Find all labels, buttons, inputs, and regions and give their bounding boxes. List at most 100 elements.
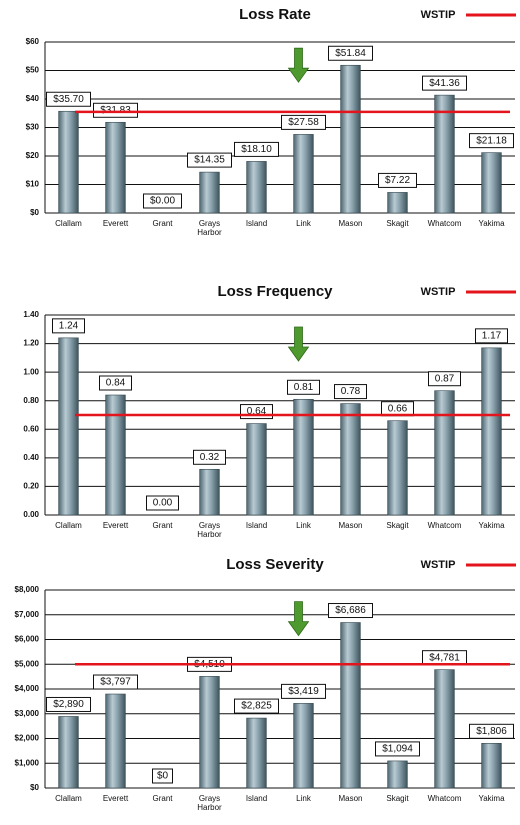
chart: Loss Severity WSTIP $0 $1,000 $2,000 $3,000 $4…: [15, 556, 516, 812]
bar: [58, 110, 79, 214]
x-tick-label: Clallam: [55, 521, 82, 530]
legend-label: WSTIP: [421, 559, 456, 571]
x-tick-label: Mason: [338, 794, 362, 803]
bar: [434, 669, 455, 789]
y-tick-label: $0: [30, 208, 39, 217]
bar: [481, 347, 502, 516]
x-tick-label-line: Harbor: [197, 803, 222, 812]
x-tick-label: Grant: [152, 219, 173, 228]
y-tick-label: 0.40: [23, 453, 39, 462]
value-label-box: [152, 768, 173, 784]
y-tick-label: $6,000: [15, 635, 40, 644]
value-label: $7.22: [385, 175, 410, 186]
x-tick-label: Whatcom: [428, 794, 462, 803]
y-tick-label: $60: [26, 37, 40, 46]
value-label: $18.10: [241, 144, 272, 155]
bar: [340, 622, 361, 789]
value-label-box: [328, 603, 373, 619]
arrow: [287, 601, 310, 637]
value-label: 0.32: [200, 452, 220, 463]
value-label: $1,094: [382, 744, 413, 755]
y-tick-label: $7,000: [15, 610, 40, 619]
y-tick-label: 0.80: [23, 396, 39, 405]
value-label-box: [93, 674, 138, 690]
bar: [387, 420, 408, 516]
y-tick-label: 1.40: [23, 310, 39, 319]
chart-title: Loss Frequency: [217, 283, 333, 300]
x-tick-label: Whatcom: [428, 521, 462, 530]
value-label-box: [46, 91, 91, 107]
value-label-box: [234, 141, 279, 157]
y-tick-label: 0.60: [23, 424, 39, 433]
bar: [246, 423, 267, 516]
value-label: $41.36: [429, 78, 460, 89]
chart: Loss Frequency WSTIP 0.00 0.20 0.40 0.60 0.80 1…: [23, 283, 516, 539]
value-label: $6,686: [335, 605, 366, 616]
y-tick-label: $5,000: [15, 659, 40, 668]
bar: [246, 717, 267, 789]
bar: [58, 716, 79, 789]
x-tick-label-line: Harbor: [197, 530, 222, 539]
x-tick-label: Link: [296, 219, 312, 228]
value-label: 1.17: [482, 330, 502, 341]
arrow: [287, 47, 310, 83]
bar: [387, 760, 408, 789]
bar: [434, 390, 455, 516]
x-tick-label: Mason: [338, 219, 362, 228]
value-label: $2,890: [53, 699, 84, 710]
value-label-box: [146, 495, 179, 511]
bar: [105, 394, 126, 516]
value-label: $51.84: [335, 48, 366, 59]
y-tick-label: $50: [26, 66, 40, 75]
x-tick-label-line: Harbor: [197, 228, 222, 237]
y-tick-label: $3,000: [15, 709, 40, 718]
x-tick-label: Grant: [152, 521, 173, 530]
y-tick-label: $1,000: [15, 758, 40, 767]
x-tick-label: Yakima: [478, 219, 505, 228]
bar: [246, 161, 267, 214]
bar: [434, 94, 455, 214]
x-tick-label: Skagit: [386, 521, 409, 530]
x-tick-label: Grant: [152, 794, 173, 803]
value-label: 0.84: [106, 378, 126, 389]
value-label-box: [428, 371, 461, 387]
arrow: [287, 326, 310, 362]
x-tick-label-line: Grays: [199, 794, 220, 803]
bar: [340, 403, 361, 516]
x-tick-label: Grays Harbor: [197, 521, 222, 539]
value-label-box: [281, 683, 326, 699]
value-label: $2,825: [241, 701, 272, 712]
x-tick-label: Island: [246, 219, 267, 228]
y-tick-label: 1.00: [23, 367, 39, 376]
legend-label: WSTIP: [421, 286, 456, 298]
bar: [481, 743, 502, 789]
value-label: 0.87: [435, 373, 455, 384]
y-tick-label: $10: [26, 180, 40, 189]
y-tick-label: 0.00: [23, 510, 39, 519]
value-label: $0.00: [150, 196, 175, 207]
value-label-box: [334, 384, 367, 400]
bar: [199, 676, 220, 789]
x-tick-label: Island: [246, 794, 267, 803]
y-tick-label: $20: [26, 151, 40, 160]
x-tick-label: Link: [296, 794, 312, 803]
bar: [293, 703, 314, 789]
value-label: 0.66: [388, 403, 408, 414]
value-label: $4,781: [429, 652, 460, 663]
bar: [199, 468, 220, 516]
value-label: $21.18: [476, 135, 507, 146]
x-tick-label-line: Grays: [199, 521, 220, 530]
chart: Loss Rate WSTIP $0 $10 $20 $30 $40 $50 $60 $35.70…: [26, 6, 516, 237]
y-tick-label: $40: [26, 94, 40, 103]
x-tick-label: Yakima: [478, 521, 505, 530]
chart-title: Loss Severity: [226, 556, 324, 573]
value-label-box: [378, 172, 417, 188]
x-tick-label: Yakima: [478, 794, 505, 803]
bar: [293, 398, 314, 516]
value-label-box: [143, 193, 182, 209]
x-tick-label: Everett: [103, 794, 129, 803]
value-label: 0.78: [341, 386, 361, 397]
x-tick-label: Link: [296, 521, 312, 530]
value-label-box: [93, 102, 138, 118]
